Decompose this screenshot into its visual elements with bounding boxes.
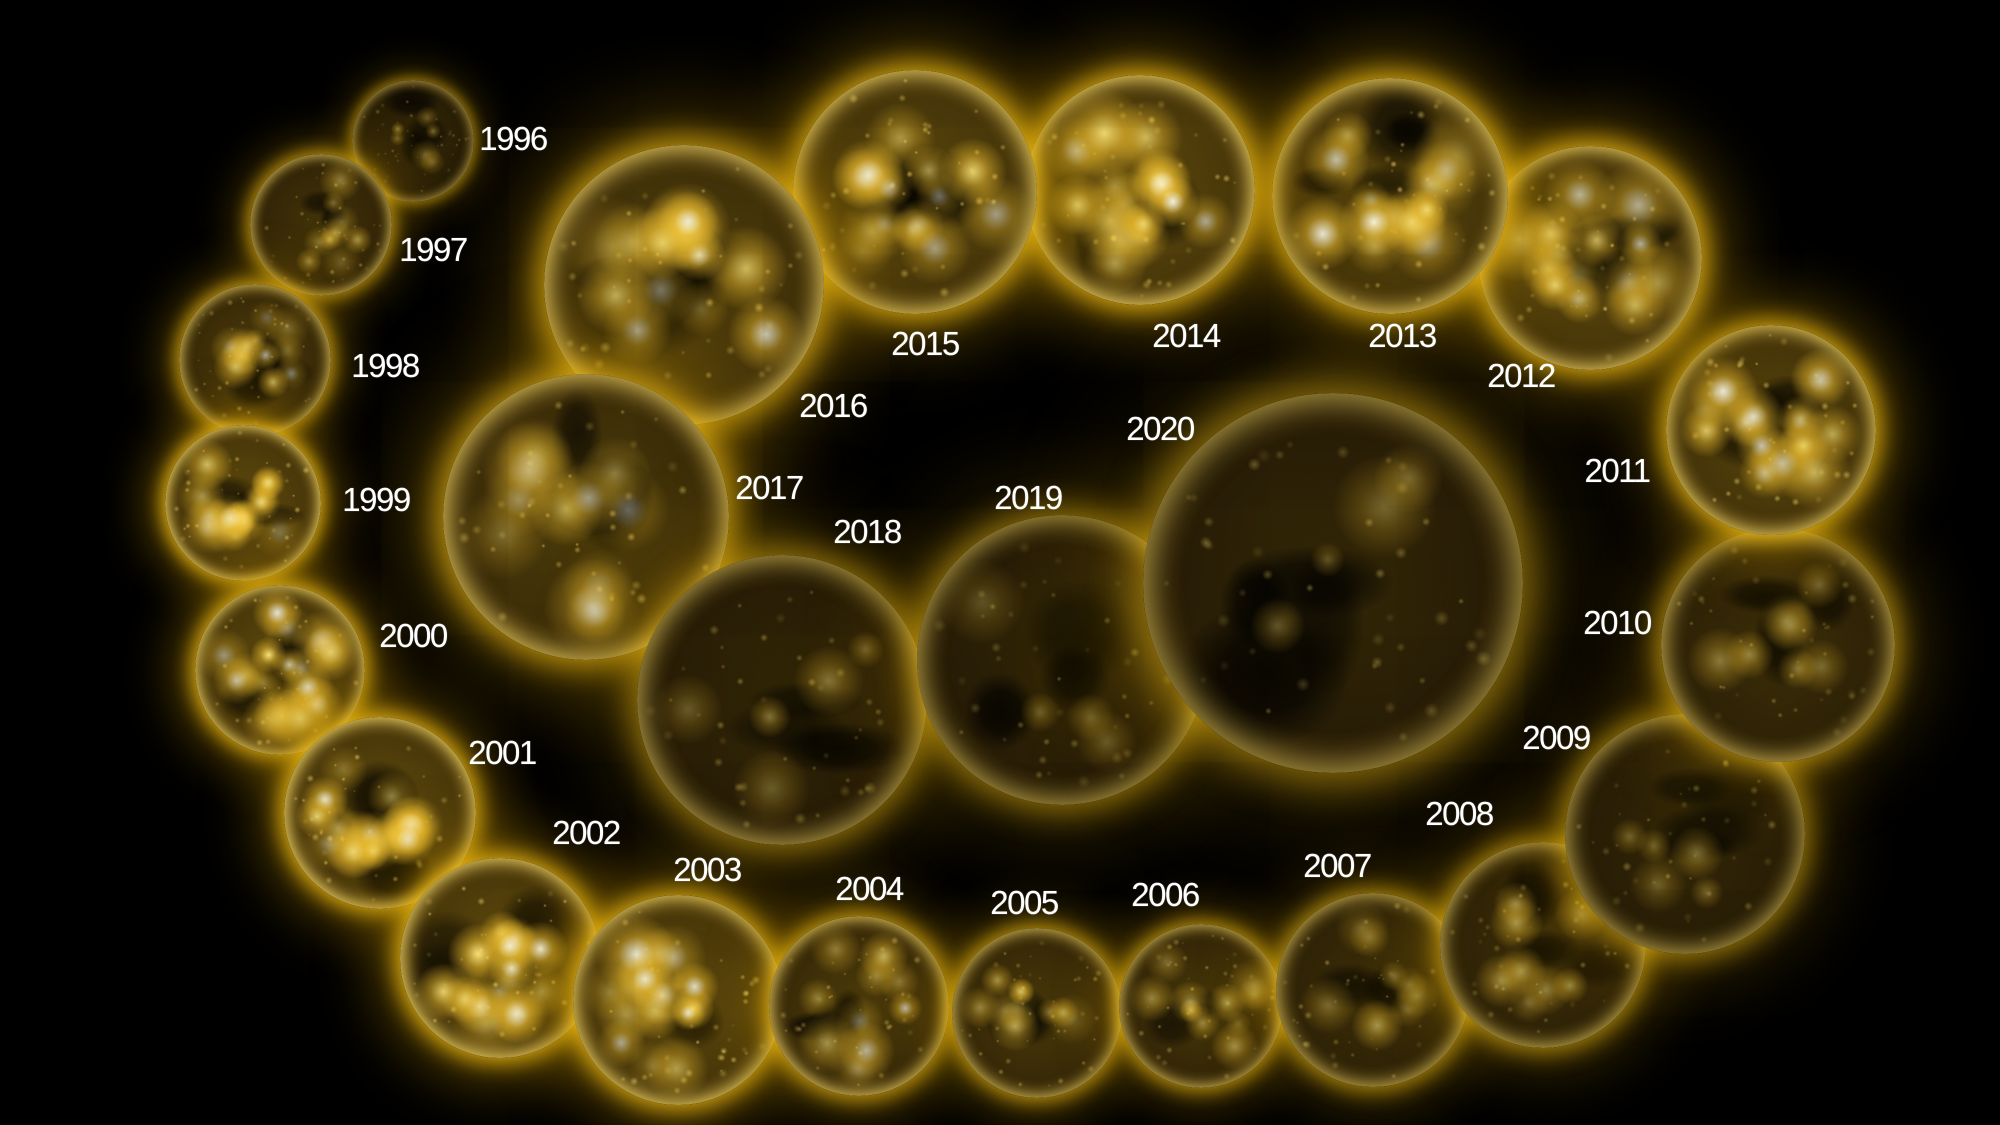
year-label-2005: 2005 [990, 884, 1059, 921]
sun-image-2003 [573, 895, 783, 1105]
sun-image-2011 [1666, 325, 1876, 535]
year-label-2003: 2003 [673, 851, 742, 888]
sun-image-1999 [165, 425, 321, 581]
year-label-2009: 2009 [1522, 719, 1591, 756]
sun-image-2004 [769, 916, 949, 1096]
year-label-2020: 2020 [1126, 410, 1195, 447]
year-label-2010: 2010 [1583, 604, 1652, 641]
sun-image-2012 [1478, 146, 1702, 370]
year-label-2000: 2000 [379, 617, 448, 654]
year-label-2006: 2006 [1131, 876, 1200, 913]
sun-image-2014 [1025, 75, 1255, 305]
year-label-2014: 2014 [1152, 317, 1221, 354]
sun-image-2010 [1661, 528, 1895, 762]
year-label-2011: 2011 [1584, 452, 1651, 489]
sun-image-2006 [1119, 924, 1283, 1088]
year-label-2002: 2002 [552, 814, 621, 851]
year-label-2018: 2018 [833, 513, 902, 550]
year-label-2019: 2019 [994, 479, 1063, 516]
year-label-2008: 2008 [1425, 795, 1494, 832]
year-label-2001: 2001 [468, 734, 537, 771]
year-label-2004: 2004 [835, 870, 904, 907]
year-label-2007: 2007 [1303, 847, 1372, 884]
sun-image-2013 [1272, 78, 1508, 314]
sun-image-2018 [637, 555, 927, 845]
year-label-2016: 2016 [799, 387, 868, 424]
year-label-1999: 1999 [342, 481, 411, 518]
sun-image-1998 [179, 284, 331, 436]
year-label-2015: 2015 [891, 325, 960, 362]
sun-image-2020 [1143, 393, 1523, 773]
year-label-1997: 1997 [399, 231, 468, 268]
year-label-2012: 2012 [1487, 357, 1556, 394]
sun-image-2015 [793, 70, 1037, 314]
sun-image-2002 [400, 858, 600, 1058]
year-label-2017: 2017 [735, 469, 804, 506]
sun-image-1997 [250, 154, 392, 296]
sun-image-2007 [1276, 893, 1470, 1087]
year-label-1998: 1998 [351, 347, 420, 384]
year-label-1996: 1996 [479, 120, 548, 157]
year-label-2013: 2013 [1368, 317, 1437, 354]
sun-image-2005 [952, 928, 1122, 1098]
